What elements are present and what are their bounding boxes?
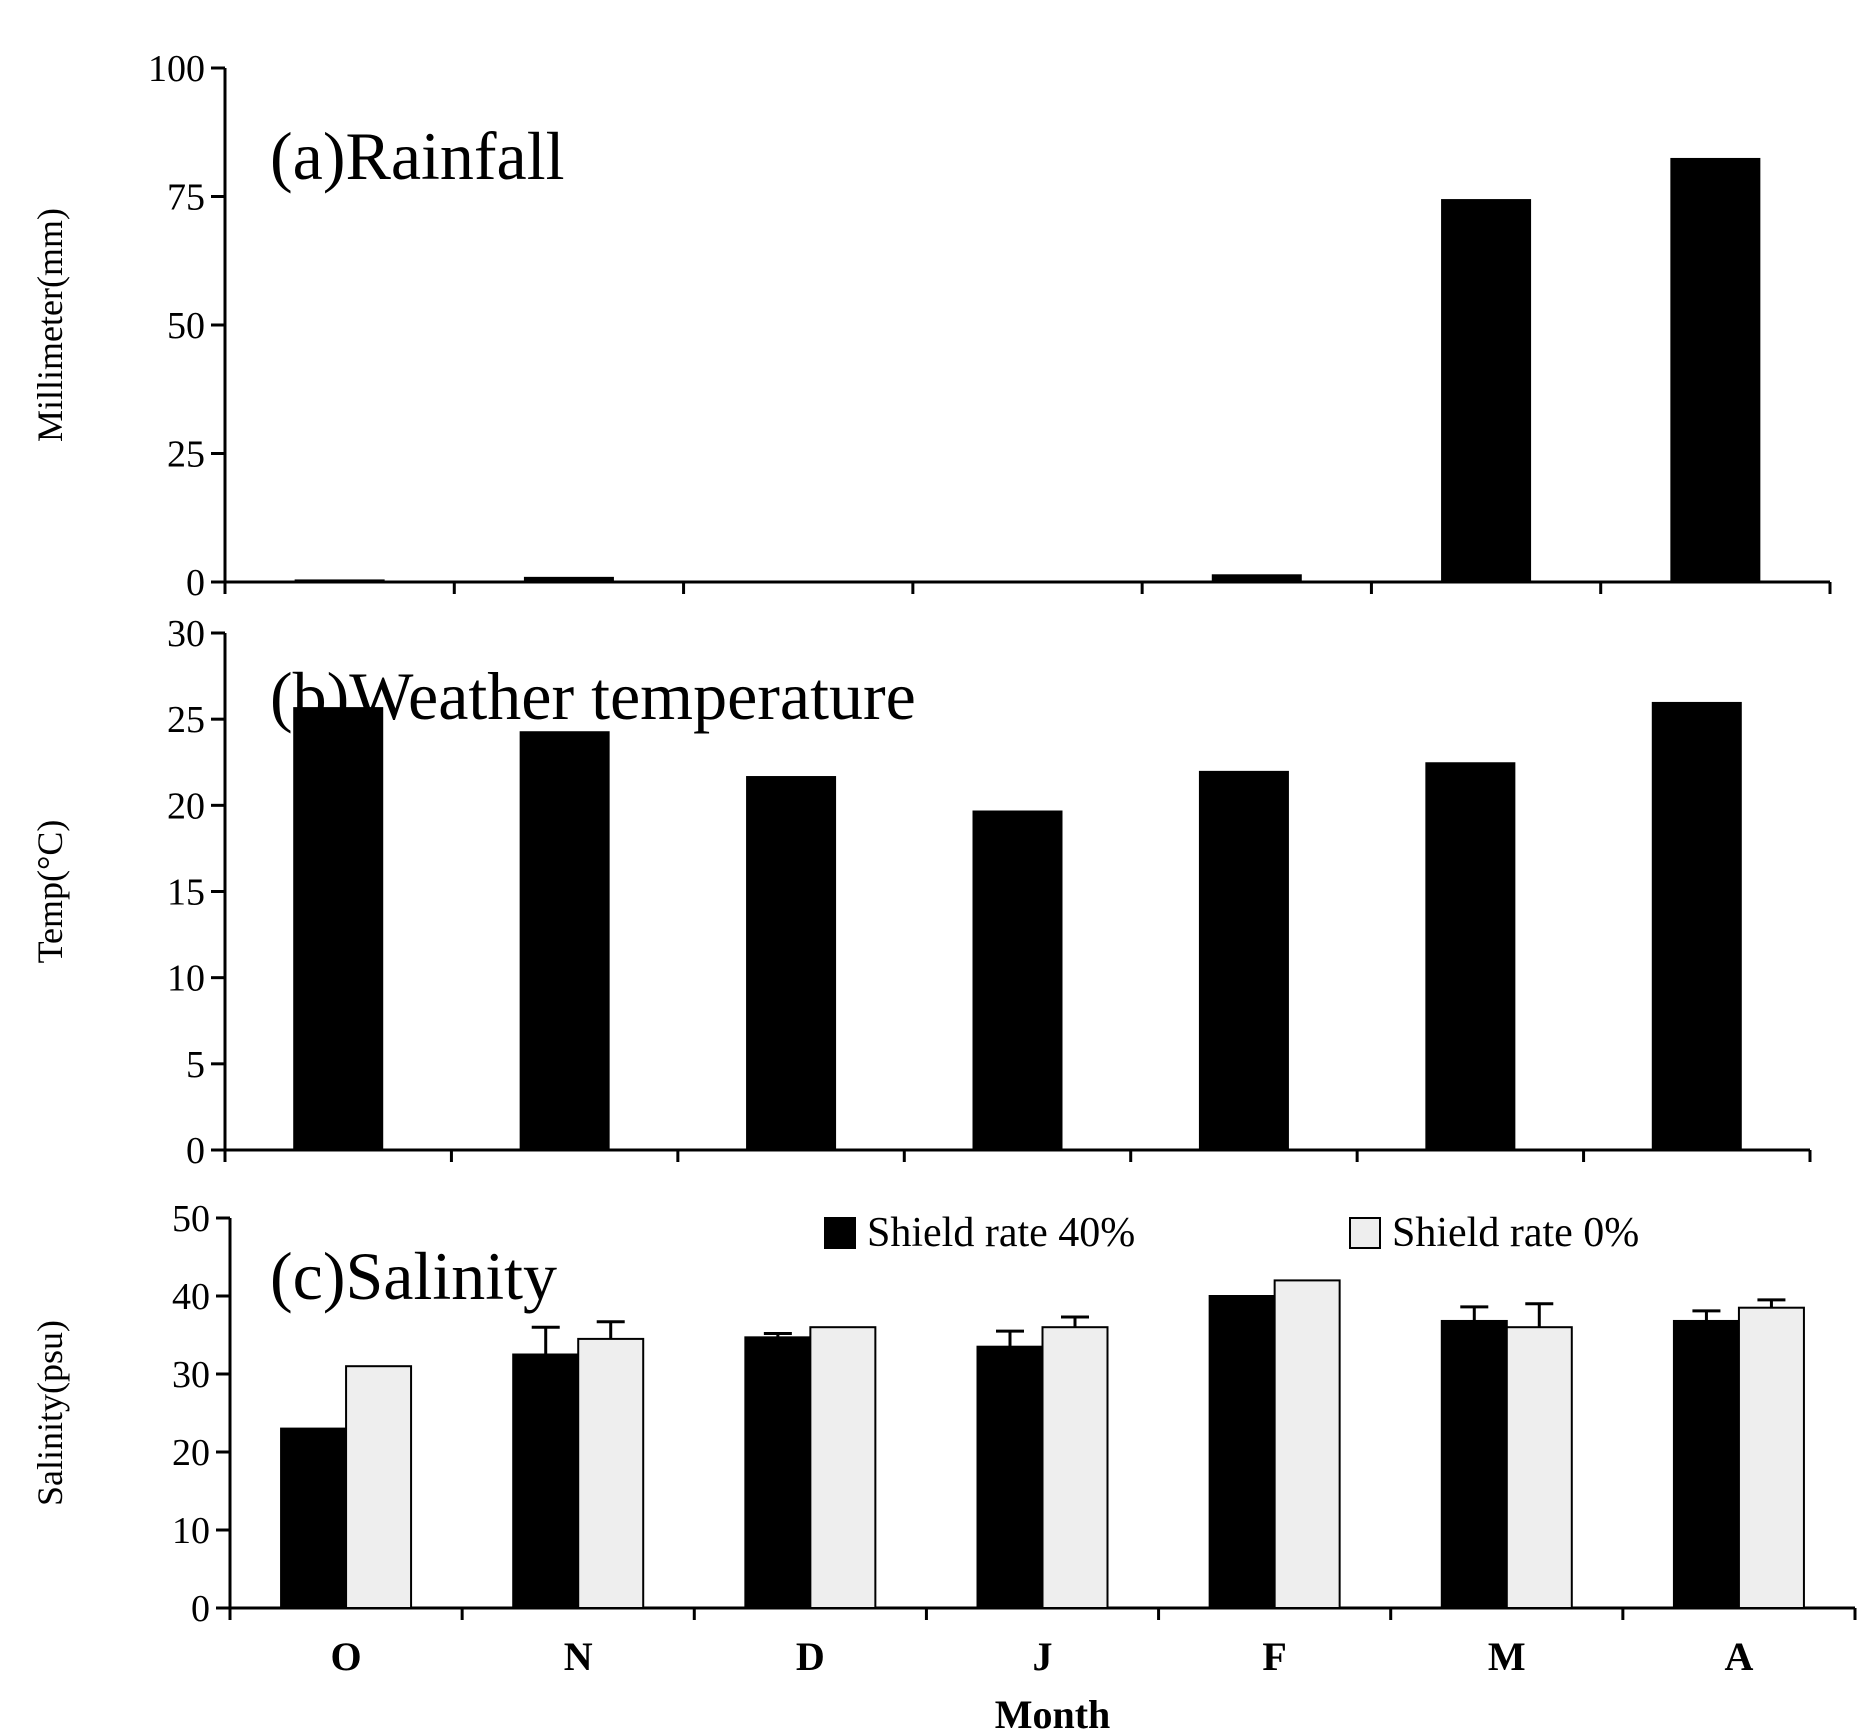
bar-b-temperature-o xyxy=(293,707,384,1150)
y-axis-title-a: Millimeter(mm) xyxy=(30,208,70,442)
y-tick-label-c: 20 xyxy=(172,1432,210,1474)
bar-c-shield-rate-0--m xyxy=(1505,1326,1573,1609)
bar-c-shield-rate-40--n xyxy=(512,1353,580,1609)
legend-label-1: Shield rate 0% xyxy=(1392,1210,1639,1256)
y-tick-label-a: 0 xyxy=(186,562,205,604)
bar-c-shield-rate-40--f xyxy=(1208,1295,1276,1609)
panel-title-c: (c)Salinity xyxy=(270,1238,557,1314)
x-category-label: N xyxy=(564,1634,593,1679)
y-tick-label-b: 25 xyxy=(167,699,205,741)
legend-label-0: Shield rate 40% xyxy=(867,1210,1135,1256)
y-tick-label-b: 20 xyxy=(167,785,205,827)
panel-title-a: (a)Rainfall xyxy=(270,118,565,194)
bar-c-shield-rate-0--j xyxy=(1041,1326,1109,1609)
bar-b-temperature-m xyxy=(1425,762,1516,1150)
y-tick-label-c: 40 xyxy=(172,1276,210,1318)
bar-c-shield-rate-40--o xyxy=(280,1427,348,1609)
x-category-label: O xyxy=(331,1634,362,1679)
bar-c-shield-rate-0--d xyxy=(809,1326,877,1609)
y-axis-title-c: Salinity(psu) xyxy=(30,1320,70,1506)
bar-c-shield-rate-40--m xyxy=(1440,1319,1508,1609)
y-tick-label-c: 30 xyxy=(172,1354,210,1396)
y-tick-label-a: 50 xyxy=(167,305,205,347)
y-tick-label-a: 100 xyxy=(148,48,205,90)
bar-a-rainfall-n xyxy=(523,576,614,582)
y-tick-label-c: 50 xyxy=(172,1198,210,1240)
x-category-label: J xyxy=(1033,1634,1053,1679)
y-tick-label-c: 10 xyxy=(172,1510,210,1552)
bar-c-shield-rate-0--n xyxy=(577,1337,645,1610)
legend-swatch-1 xyxy=(1349,1217,1381,1249)
bar-a-rainfall-m xyxy=(1441,199,1532,582)
y-tick-label-b: 0 xyxy=(186,1130,205,1172)
bar-c-shield-rate-40--j xyxy=(976,1345,1044,1609)
y-tick-label-b: 10 xyxy=(167,958,205,1000)
x-category-label: F xyxy=(1262,1634,1286,1679)
bar-c-shield-rate-40--d xyxy=(744,1336,812,1609)
x-category-label: M xyxy=(1488,1634,1526,1679)
bar-b-temperature-f xyxy=(1198,770,1289,1150)
y-tick-label-b: 5 xyxy=(186,1044,205,1086)
x-axis-title: Month xyxy=(995,1692,1111,1733)
panel-title-b: (b)Weather temperature xyxy=(270,658,916,734)
bar-a-rainfall-f xyxy=(1211,574,1302,582)
y-tick-label-a: 75 xyxy=(167,177,205,219)
bar-b-temperature-d xyxy=(746,776,837,1150)
bar-b-temperature-n xyxy=(519,731,610,1150)
bar-a-rainfall-o xyxy=(294,579,385,582)
y-tick-label-c: 0 xyxy=(191,1588,210,1630)
bar-b-temperature-a xyxy=(1651,701,1742,1150)
bar-b-temperature-j xyxy=(972,810,1063,1150)
y-tick-label-a: 25 xyxy=(167,434,205,476)
bar-c-shield-rate-40--a xyxy=(1672,1319,1740,1609)
bar-c-shield-rate-0--o xyxy=(345,1365,413,1609)
bar-a-rainfall-a xyxy=(1670,157,1761,582)
bar-c-shield-rate-0--a xyxy=(1737,1306,1805,1609)
x-category-label: A xyxy=(1724,1634,1753,1679)
y-tick-label-b: 15 xyxy=(167,872,205,914)
legend-swatch-0 xyxy=(824,1217,856,1249)
y-tick-label-b: 30 xyxy=(167,613,205,655)
bar-c-shield-rate-0--f xyxy=(1273,1279,1341,1610)
y-axis-title-b: Temp(°C) xyxy=(30,820,70,964)
x-category-label: D xyxy=(796,1634,825,1679)
